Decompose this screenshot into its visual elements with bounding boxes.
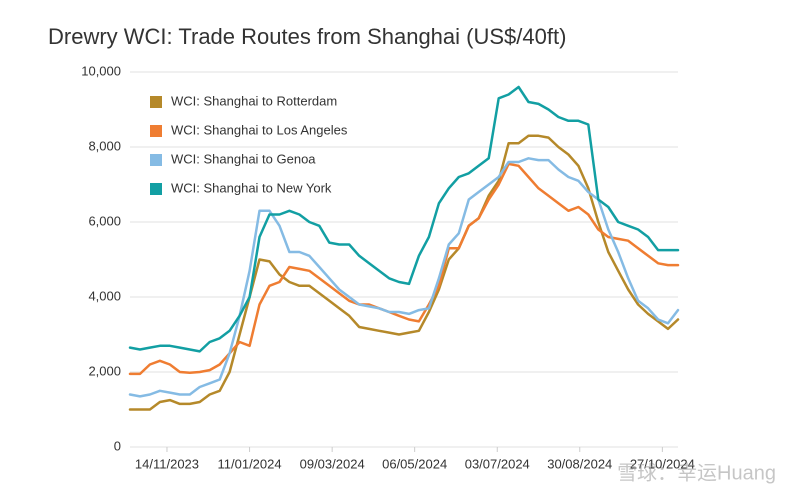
- x-tick-label: 03/07/2024: [465, 456, 530, 471]
- legend-label: WCI: Shanghai to Genoa: [171, 151, 316, 166]
- series-line: [128, 134, 680, 411]
- series-line: [128, 157, 680, 398]
- watermark: 雪球：幸运Huang: [617, 461, 776, 484]
- legend-swatch: [150, 125, 162, 137]
- x-tick-label: 14/11/2023: [135, 456, 199, 471]
- legend-swatch: [150, 183, 162, 195]
- x-tick-label: 06/05/2024: [382, 456, 447, 471]
- series-line: [128, 162, 680, 376]
- chart-title: Drewry WCI: Trade Routes from Shanghai (…: [48, 24, 566, 49]
- legend-label: WCI: Shanghai to Los Angeles: [171, 122, 348, 137]
- y-tick-label: 10,000: [81, 63, 121, 78]
- x-tick-label: 27/10/2024: [630, 456, 695, 471]
- y-tick-label: 2,000: [88, 363, 121, 378]
- x-tick-label: 09/03/2024: [300, 456, 365, 471]
- x-tick-label: 11/01/2024: [218, 456, 282, 471]
- legend-swatch: [150, 154, 162, 166]
- series-line: [128, 85, 680, 353]
- y-tick-label: 8,000: [88, 138, 121, 153]
- legend-label: WCI: Shanghai to New York: [171, 180, 332, 195]
- y-tick-label: 6,000: [88, 213, 121, 228]
- legend-label: WCI: Shanghai to Rotterdam: [171, 93, 337, 108]
- x-tick-label: 30/08/2024: [547, 456, 612, 471]
- legend-swatch: [150, 96, 162, 108]
- y-tick-label: 0: [114, 438, 121, 453]
- y-tick-label: 4,000: [88, 288, 121, 303]
